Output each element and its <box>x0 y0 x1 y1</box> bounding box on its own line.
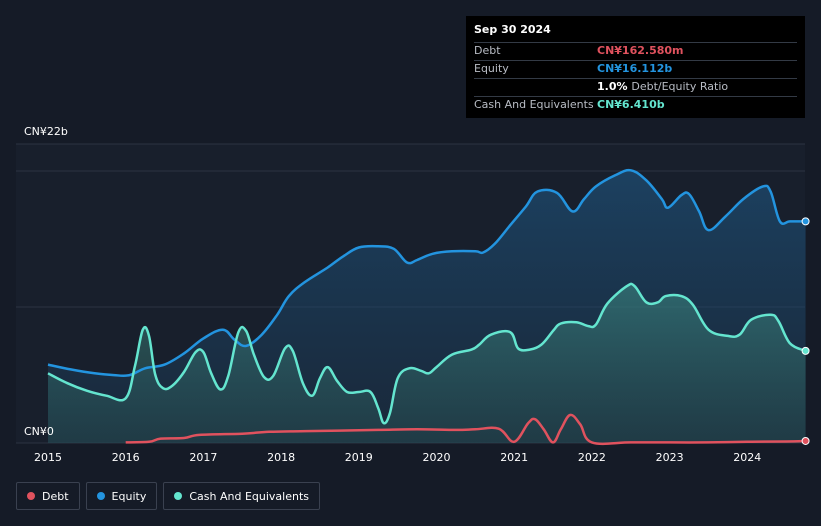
tooltip-row-equity: Equity CN¥16.112b <box>474 60 797 78</box>
cash-line <box>47 282 807 425</box>
legend-item-cash[interactable]: Cash And Equivalents <box>163 482 320 510</box>
tooltip-value-equity: CN¥16.112b <box>597 62 673 75</box>
debt-dot-icon <box>27 492 35 500</box>
equity-line <box>47 168 806 378</box>
tooltip-row-ratio: 1.0% Debt/Equity Ratio <box>474 78 797 96</box>
cash-area <box>48 283 806 443</box>
legend-label: Equity <box>111 489 147 503</box>
legend-item-equity[interactable]: Equity <box>85 482 158 510</box>
tooltip-date: Sep 30 2024 <box>474 23 551 36</box>
cash-end-marker <box>801 346 810 355</box>
ratio-label: Debt/Equity Ratio <box>631 80 729 93</box>
tooltip-value-debt: CN¥162.580m <box>597 44 684 57</box>
tooltip-row-debt: Debt CN¥162.580m <box>474 42 797 60</box>
x-tick-label: 2019 <box>345 451 373 464</box>
x-tick-label: 2020 <box>423 451 451 464</box>
tooltip-label <box>474 79 597 96</box>
legend-label: Debt <box>42 489 69 503</box>
debt-line <box>125 413 806 446</box>
y-axis-bottom-label: CN¥0 <box>24 425 54 438</box>
cash-dot-icon <box>174 492 183 500</box>
x-tick-label: 2017 <box>189 451 217 464</box>
tooltip-label: Debt <box>474 44 501 57</box>
y-axis-top-label: CN¥22b <box>24 125 68 138</box>
equity-dot-icon <box>96 492 105 500</box>
x-tick-label: 2018 <box>267 451 295 464</box>
x-tick-label: 2022 <box>578 451 606 464</box>
tooltip-value-cash: CN¥6.410b <box>597 98 665 111</box>
tooltip-label: Cash And Equivalents <box>474 98 594 111</box>
data-tooltip: Sep 30 2024 Debt CN¥162.580m Equity CN¥1… <box>466 16 805 118</box>
chart-legend: Debt Equity Cash And Equivalents <box>16 482 320 510</box>
ratio-value: 1.0% <box>597 80 628 93</box>
tooltip-label: Equity <box>474 62 509 75</box>
debt-end-marker <box>801 436 810 445</box>
equity-end-marker <box>801 217 810 226</box>
tooltip-row-cash: Cash And Equivalents CN¥6.410b <box>474 96 797 114</box>
tooltip-value-ratio: 1.0% Debt/Equity Ratio <box>597 79 728 96</box>
x-tick-label: 2023 <box>656 451 684 464</box>
legend-label: Cash And Equivalents <box>189 489 309 503</box>
x-tick-label: 2016 <box>112 451 140 464</box>
x-tick-label: 2021 <box>500 451 528 464</box>
x-tick-label: 2024 <box>733 451 761 464</box>
legend-item-debt[interactable]: Debt <box>16 482 80 510</box>
x-tick-label: 2015 <box>34 451 62 464</box>
